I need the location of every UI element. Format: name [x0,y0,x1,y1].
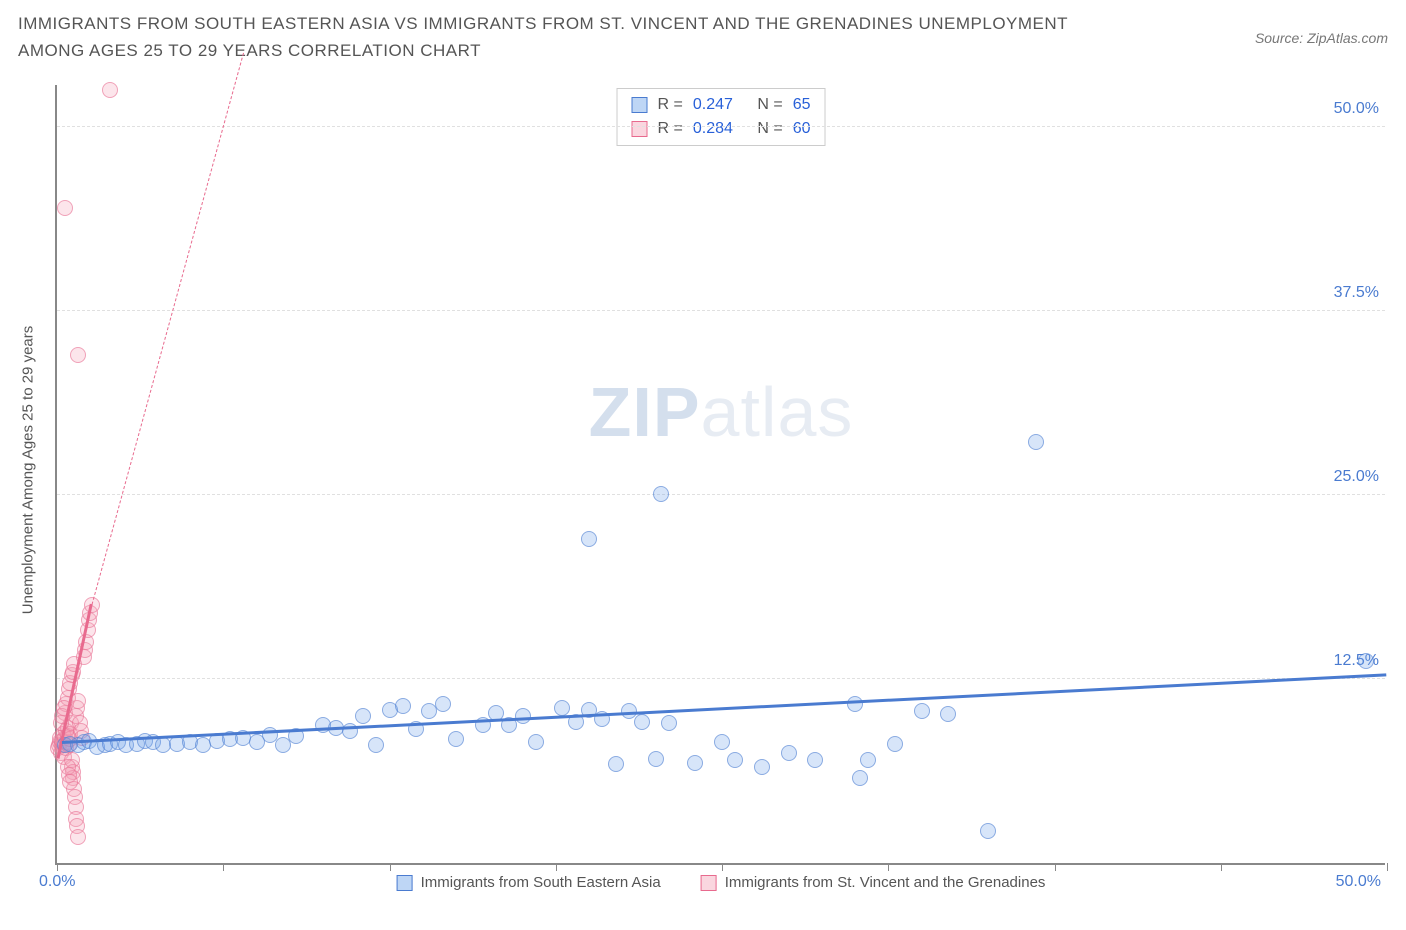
data-point [70,347,86,363]
data-point [581,531,597,547]
chart-title: IMMIGRANTS FROM SOUTH EASTERN ASIA VS IM… [18,10,1118,64]
stats-legend-box: R = 0.247 N = 65 R = 0.284 N = 60 [617,88,826,146]
data-point [887,736,903,752]
r-value-pink: 0.284 [693,117,733,141]
data-point [727,752,743,768]
data-point [448,731,464,747]
data-point [914,703,930,719]
legend-item-blue: Immigrants from South Eastern Asia [397,874,661,891]
data-point [435,696,451,712]
gridline [57,310,1385,311]
n-value-pink: 60 [793,117,811,141]
scatter-chart: ZIPatlas R = 0.247 N = 65 R = 0.284 N = … [55,85,1385,865]
y-tick-label: 25.0% [1334,468,1379,486]
trend-line [91,53,244,605]
data-point [687,755,703,771]
swatch-blue [632,97,648,113]
swatch-blue [397,875,413,891]
data-point [852,770,868,786]
data-point [62,774,78,790]
data-point [515,708,531,724]
r-value-blue: 0.247 [693,93,733,117]
x-axis-max-label: 50.0% [1336,873,1381,891]
data-point [57,200,73,216]
data-point [368,737,384,753]
stats-row-blue: R = 0.247 N = 65 [632,93,811,117]
n-label: N = [757,93,782,117]
r-label: R = [658,93,683,117]
data-point [355,708,371,724]
swatch-pink [632,121,648,137]
r-label: R = [658,117,683,141]
data-point [634,714,650,730]
x-tick [722,863,723,871]
source-attribution: Source: ZipAtlas.com [1255,30,1388,46]
y-axis-label: Unemployment Among Ages 25 to 29 years [20,326,37,615]
x-tick [888,863,889,871]
n-label: N = [757,117,782,141]
data-point [608,756,624,772]
data-point [781,745,797,761]
y-tick-label: 50.0% [1334,100,1379,118]
data-point [1358,653,1374,669]
data-point [70,829,86,845]
x-tick [390,863,391,871]
x-tick [1055,863,1056,871]
data-point [661,715,677,731]
gridline [57,126,1385,127]
x-tick [1221,863,1222,871]
x-axis-min-label: 0.0% [39,873,75,891]
data-point [528,734,544,750]
legend-label-pink: Immigrants from St. Vincent and the Gren… [725,874,1046,891]
x-tick [1387,863,1388,871]
gridline [57,494,1385,495]
data-point [847,696,863,712]
data-point [342,723,358,739]
bottom-legend: Immigrants from South Eastern Asia Immig… [397,874,1046,891]
data-point [754,759,770,775]
data-point [714,734,730,750]
data-point [807,752,823,768]
data-point [102,82,118,98]
data-point [940,706,956,722]
n-value-blue: 65 [793,93,811,117]
gridline [57,678,1385,679]
data-point [648,751,664,767]
x-tick [556,863,557,871]
data-point [980,823,996,839]
x-tick [57,863,58,871]
swatch-pink [701,875,717,891]
data-point [554,700,570,716]
data-point [860,752,876,768]
y-tick-label: 37.5% [1334,284,1379,302]
data-point [395,698,411,714]
legend-item-pink: Immigrants from St. Vincent and the Gren… [701,874,1046,891]
data-point [653,486,669,502]
x-tick [223,863,224,871]
trend-line [62,673,1387,744]
data-point [1028,434,1044,450]
watermark: ZIPatlas [589,372,854,452]
legend-label-blue: Immigrants from South Eastern Asia [421,874,661,891]
stats-row-pink: R = 0.284 N = 60 [632,117,811,141]
